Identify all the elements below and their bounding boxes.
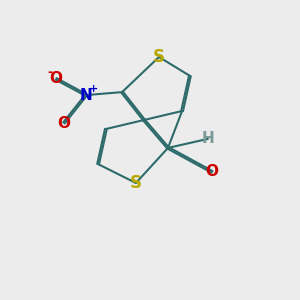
Text: O: O — [50, 71, 63, 86]
Text: N: N — [80, 88, 92, 103]
Text: -: - — [47, 66, 53, 79]
Text: O: O — [206, 164, 219, 179]
Text: S: S — [130, 174, 142, 192]
Text: O: O — [57, 116, 70, 130]
Text: +: + — [88, 83, 98, 94]
Text: S: S — [153, 48, 165, 66]
Text: H: H — [202, 131, 214, 146]
